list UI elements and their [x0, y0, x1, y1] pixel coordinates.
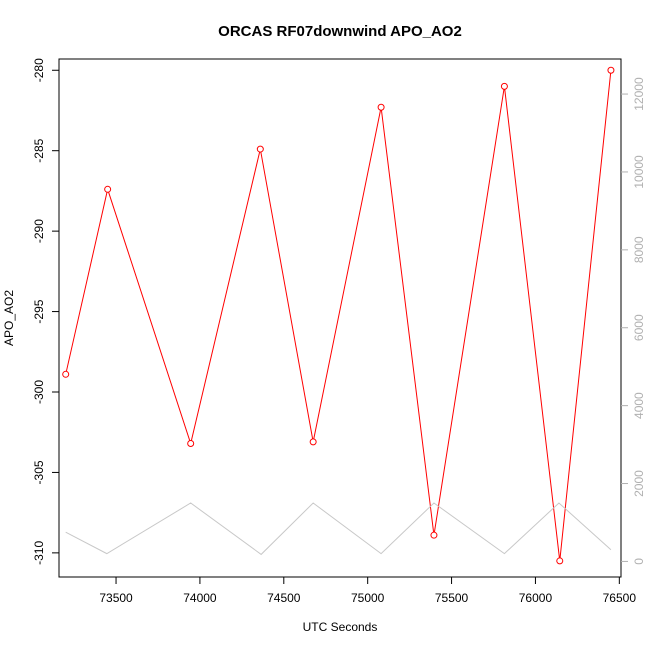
- y2-tick-label-6: 12000: [632, 77, 646, 111]
- series-0-point-3: [256, 145, 264, 153]
- series-0-point-5: [377, 103, 385, 111]
- x-tick-label-3: 75000: [351, 591, 385, 605]
- series-layer: [62, 66, 615, 565]
- y-tick-label-1: -285: [32, 138, 46, 162]
- x-tick-label-6: 76500: [603, 591, 637, 605]
- x-axis: 73500 74000 74500 75000 75500 76000 76500: [99, 577, 636, 605]
- y2-tick-label-0: 0: [632, 558, 646, 565]
- series-0-point-8: [556, 557, 564, 565]
- series-0-line: [65, 70, 612, 561]
- y-tick-label-3: -295: [32, 299, 46, 323]
- y-axis: -280 -285 -290 -295 -300 -305 -310: [32, 58, 59, 565]
- x-tick-label-1: 74000: [183, 591, 217, 605]
- x-axis-label: UTC Seconds: [303, 620, 378, 634]
- series-0-point-6: [430, 531, 438, 539]
- series-0-point-4: [309, 438, 317, 446]
- x-tick-label-4: 75500: [435, 591, 469, 605]
- y2-tick-label-3: 6000: [632, 314, 646, 341]
- y2-axis: 0 2000 4000 6000 8000 10000 12000: [621, 77, 646, 565]
- series-0-point-7: [500, 82, 508, 90]
- x-tick-label-5: 76000: [519, 591, 553, 605]
- series-0-point-2: [187, 439, 195, 447]
- series-1-line: [65, 502, 612, 556]
- y2-tick-label-2: 4000: [632, 392, 646, 419]
- x-tick-label-2: 74500: [267, 591, 301, 605]
- series-0-point-0: [62, 370, 70, 378]
- y-axis-label: APO_AO2: [2, 290, 16, 346]
- plot-frame: [58, 58, 622, 578]
- x-tick-label-0: 73500: [99, 591, 133, 605]
- y-tick-label-6: -310: [32, 541, 46, 565]
- y-tick-label-4: -300: [32, 380, 46, 404]
- y2-tick-label-1: 2000: [632, 470, 646, 497]
- y2-tick-label-5: 10000: [632, 155, 646, 189]
- y2-tick-label-4: 8000: [632, 236, 646, 263]
- y-tick-label-0: -280: [32, 58, 46, 82]
- series-0-point-9: [607, 66, 615, 74]
- series-0-point-1: [104, 185, 112, 193]
- y-tick-label-5: -305: [32, 460, 46, 484]
- y-tick-label-2: -290: [32, 219, 46, 243]
- chart-title: ORCAS RF07downwind APO_AO2: [218, 23, 462, 40]
